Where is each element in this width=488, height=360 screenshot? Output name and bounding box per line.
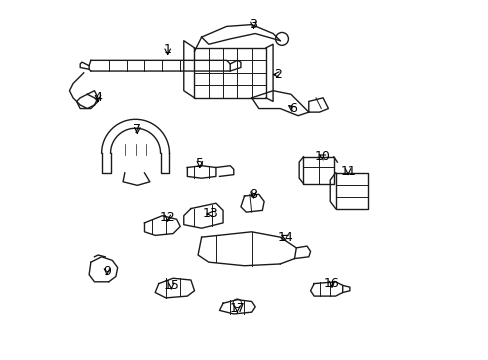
Text: 17: 17 — [229, 302, 245, 315]
Text: 3: 3 — [249, 18, 257, 31]
Text: 6: 6 — [288, 102, 296, 115]
Text: 16: 16 — [324, 277, 339, 290]
Text: 1: 1 — [163, 43, 171, 56]
Text: 8: 8 — [249, 188, 257, 201]
Text: 9: 9 — [103, 265, 111, 278]
Text: 10: 10 — [314, 150, 330, 163]
Text: 2: 2 — [274, 68, 282, 81]
Text: 15: 15 — [163, 279, 179, 292]
Text: 13: 13 — [202, 207, 218, 220]
Text: 5: 5 — [196, 157, 203, 170]
Text: 4: 4 — [94, 91, 102, 104]
Text: 12: 12 — [160, 211, 175, 224]
Text: 11: 11 — [340, 165, 355, 177]
Text: 7: 7 — [133, 123, 141, 136]
Text: 14: 14 — [277, 231, 293, 244]
